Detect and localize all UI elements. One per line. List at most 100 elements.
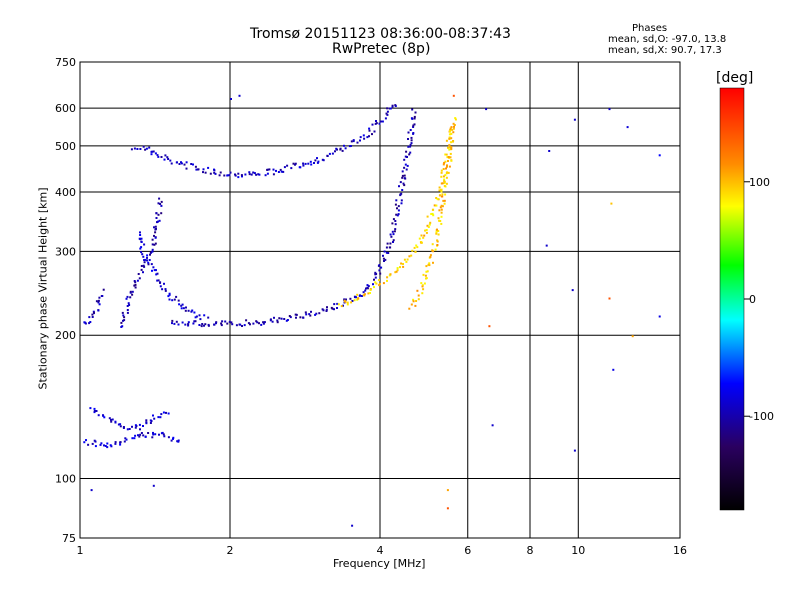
echo-point (122, 426, 125, 428)
echo-point (152, 150, 155, 153)
echo-point (243, 324, 246, 327)
echo-point (334, 150, 336, 153)
echo-point (412, 124, 415, 127)
echo-point (407, 131, 410, 134)
echo-point (149, 253, 151, 256)
echo-point (374, 122, 377, 125)
echo-point (442, 163, 445, 166)
echo-point (315, 312, 318, 315)
echo-point (158, 219, 161, 222)
echo-point (403, 166, 406, 169)
echo-point (431, 208, 434, 211)
echo-point (368, 129, 371, 132)
echo-point (345, 298, 347, 301)
echo-point (441, 195, 444, 198)
echo-point (395, 199, 398, 202)
echo-point (195, 315, 198, 318)
echo-point (163, 282, 165, 285)
echo-point (207, 166, 210, 169)
echo-point (378, 264, 381, 267)
echo-point (187, 324, 190, 327)
echo-point (252, 322, 255, 325)
echo-point (396, 214, 399, 217)
echo-point (382, 282, 385, 285)
echo-point (371, 133, 373, 136)
echo-point (220, 324, 223, 327)
echo-point (407, 138, 409, 140)
echo-point (142, 264, 145, 267)
echo-point (423, 282, 426, 285)
echo-point (147, 263, 150, 266)
echo-point (153, 234, 155, 237)
echo-point (368, 135, 370, 138)
echo-point (374, 271, 377, 274)
echo-point (187, 309, 190, 312)
echo-point (343, 144, 345, 147)
echo-point (159, 416, 162, 419)
echo-point (374, 281, 377, 284)
echo-point (121, 311, 124, 314)
echo-point (386, 276, 389, 279)
echo-point (394, 104, 397, 107)
echo-point (416, 246, 419, 249)
echo-point (375, 282, 378, 285)
echo-point (626, 126, 629, 129)
echo-point (375, 273, 378, 275)
echo-point (658, 154, 661, 157)
echo-point (280, 317, 283, 320)
echo-point (359, 136, 362, 139)
echo-point (412, 126, 415, 128)
echo-point (435, 204, 438, 207)
echo-point (161, 288, 164, 291)
echo-point (438, 209, 441, 212)
colorbar-tick-label: -100 (749, 410, 774, 423)
echo-point (90, 489, 93, 492)
echo-point (367, 285, 370, 288)
echo-point (440, 175, 443, 178)
echo-point (83, 441, 86, 444)
echo-point (143, 259, 146, 261)
echo-point (352, 139, 355, 142)
echo-point (144, 258, 147, 261)
echo-point (446, 165, 448, 168)
echo-point (180, 162, 183, 165)
x-tick-label: 2 (227, 544, 234, 557)
echo-point (452, 122, 455, 125)
echo-point (204, 323, 207, 326)
echo-point (198, 324, 201, 326)
echo-point (123, 319, 126, 322)
y-tick-label: 100 (55, 473, 76, 486)
echo-point (440, 208, 443, 211)
echo-point (157, 416, 160, 419)
echo-point (103, 444, 105, 447)
echo-point (401, 170, 404, 173)
echo-point (353, 299, 356, 302)
echo-point (548, 150, 551, 152)
echo-point (443, 178, 446, 181)
echo-point (214, 172, 217, 175)
echo-point (97, 414, 100, 417)
echo-point (399, 181, 402, 184)
echo-point (180, 161, 182, 164)
echo-point (309, 314, 312, 317)
echo-point (126, 311, 129, 314)
x-tick-label: 8 (527, 544, 534, 557)
echo-point (195, 168, 198, 171)
echo-point (162, 433, 165, 436)
echo-point (346, 303, 349, 306)
echo-point (290, 167, 293, 170)
echo-point (362, 291, 365, 294)
echo-point (140, 251, 143, 254)
echo-point (145, 419, 148, 422)
echo-point (134, 426, 137, 429)
echo-point (365, 287, 367, 290)
echo-point (129, 290, 132, 293)
echo-point (184, 323, 187, 326)
echo-point (414, 304, 417, 307)
echo-point (302, 162, 305, 165)
echo-point (143, 261, 146, 264)
echo-point (128, 304, 131, 306)
echo-point (187, 323, 190, 326)
echo-point (425, 277, 428, 280)
echo-point (408, 153, 411, 156)
